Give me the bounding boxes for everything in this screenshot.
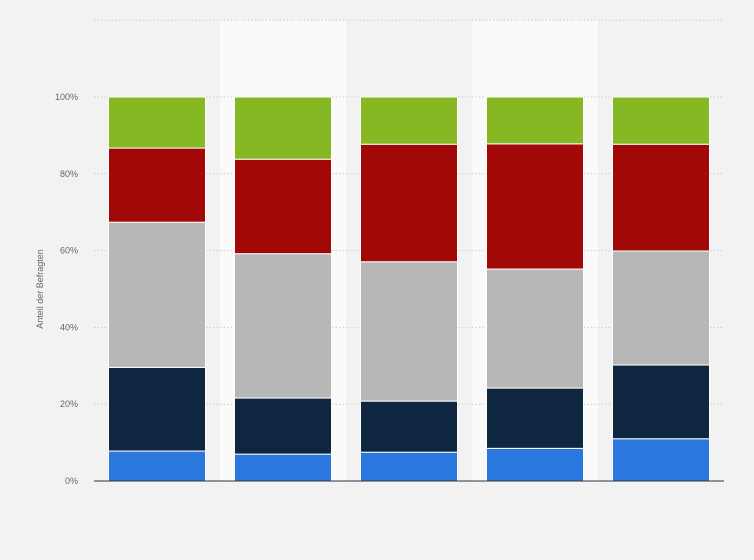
y-tick-label: 100%	[55, 92, 78, 102]
bar-segment-4[interactable]	[486, 96, 584, 145]
bar-segment-1[interactable]	[486, 387, 584, 449]
bar-segment-0[interactable]	[234, 453, 332, 482]
y-axis-ticks: 0% 20% 40% 60% 80% 100%	[55, 92, 78, 486]
bar-segment-4[interactable]	[612, 96, 710, 145]
bar-segment-2[interactable]	[360, 261, 458, 402]
y-axis-title: Anteil der Befragten	[35, 249, 45, 329]
bar-segment-3[interactable]	[108, 147, 206, 223]
bar-segment-1[interactable]	[108, 366, 206, 452]
y-tick-label: 40%	[60, 322, 78, 332]
bar-segment-0[interactable]	[360, 451, 458, 482]
bar-segment-2[interactable]	[108, 221, 206, 368]
bar-segment-1[interactable]	[612, 364, 710, 440]
bar-segment-4[interactable]	[360, 96, 458, 145]
bar-segment-0[interactable]	[108, 450, 206, 482]
bar-segment-1[interactable]	[234, 397, 332, 455]
y-tick-label: 60%	[60, 246, 78, 256]
y-tick-label: 80%	[60, 169, 78, 179]
y-tick-label: 0%	[65, 476, 78, 486]
bar-segment-3[interactable]	[360, 143, 458, 263]
bar-segment-3[interactable]	[486, 143, 584, 270]
bar-segment-4[interactable]	[108, 96, 206, 149]
y-tick-label: 20%	[60, 399, 78, 409]
bar-segment-1[interactable]	[360, 400, 458, 453]
bar-segment-4[interactable]	[234, 96, 332, 160]
bar-segment-3[interactable]	[234, 158, 332, 255]
bar-segment-0[interactable]	[612, 438, 710, 482]
bar-segment-2[interactable]	[486, 268, 584, 389]
bar-segment-3[interactable]	[612, 143, 710, 252]
bar-segment-2[interactable]	[234, 253, 332, 399]
bars	[108, 96, 710, 482]
bar-segment-0[interactable]	[486, 447, 584, 482]
bar-segment-2[interactable]	[612, 250, 710, 366]
